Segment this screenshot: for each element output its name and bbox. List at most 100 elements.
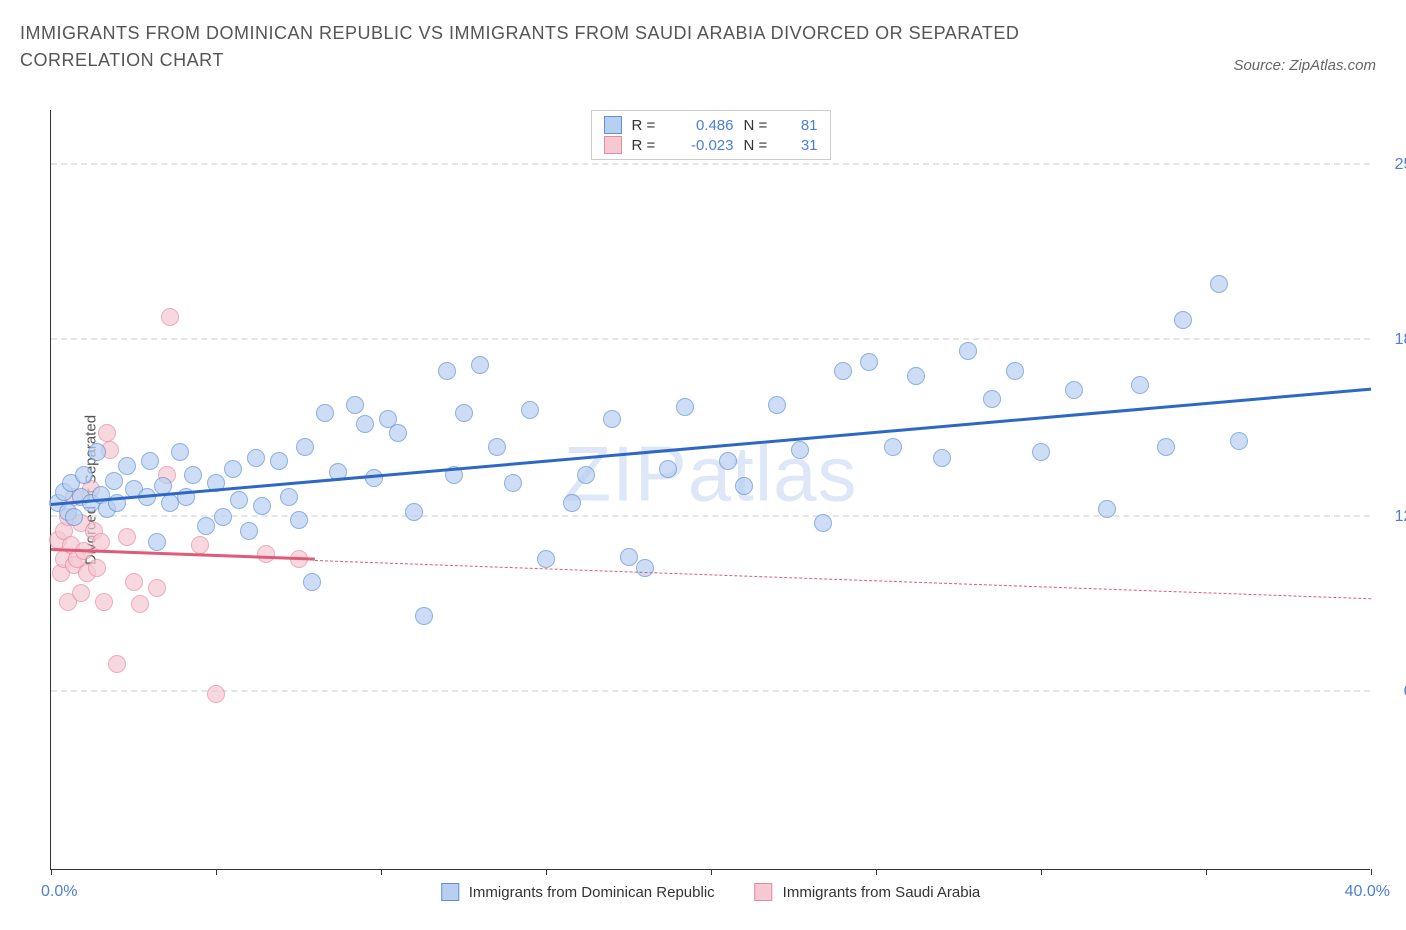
scatter-point-a [1174, 311, 1192, 329]
scatter-point-a [1065, 381, 1083, 399]
legend-swatch-a [604, 116, 622, 134]
x-tick [51, 869, 52, 875]
legend-swatch-a-icon [441, 883, 459, 901]
scatter-point-a [184, 466, 202, 484]
scatter-point-b [131, 595, 149, 613]
legend-n-value-a: 81 [790, 117, 818, 134]
scatter-point-a [676, 398, 694, 416]
scatter-point-a [415, 607, 433, 625]
source-label: Source: ZipAtlas.com [1233, 57, 1376, 74]
scatter-point-a [563, 494, 581, 512]
gridline [51, 690, 1370, 692]
scatter-point-a [438, 362, 456, 380]
x-tick [216, 869, 217, 875]
scatter-point-a [455, 404, 473, 422]
scatter-point-a [1157, 438, 1175, 456]
correlation-legend: R = 0.486 N = 81 R = -0.023 N = 31 [591, 110, 831, 160]
trendline-b-dashed [315, 560, 1371, 599]
scatter-point-a [253, 497, 271, 515]
scatter-point-a [88, 443, 106, 461]
x-tick [546, 869, 547, 875]
scatter-point-a [148, 533, 166, 551]
scatter-point-b [88, 559, 106, 577]
scatter-point-b [257, 545, 275, 563]
legend-row-series-a: R = 0.486 N = 81 [604, 115, 818, 135]
watermark: ZIPatlas [563, 429, 857, 520]
scatter-point-a [488, 438, 506, 456]
y-tick-label: 18.8% [1380, 331, 1406, 349]
scatter-point-a [719, 452, 737, 470]
scatter-point-a [577, 466, 595, 484]
scatter-point-a [247, 449, 265, 467]
gridline [51, 163, 1370, 165]
scatter-point-a [636, 559, 654, 577]
scatter-point-b [125, 573, 143, 591]
scatter-point-a [214, 508, 232, 526]
x-tick [876, 869, 877, 875]
scatter-point-a [240, 522, 258, 540]
legend-n-label-b: N = [744, 137, 780, 154]
scatter-point-a [1210, 275, 1228, 293]
scatter-point-a [1230, 432, 1248, 450]
scatter-point-b [207, 685, 225, 703]
legend-swatch-b-icon [755, 883, 773, 901]
scatter-point-a [389, 424, 407, 442]
scatter-point-a [537, 550, 555, 568]
scatter-point-a [230, 491, 248, 509]
legend-n-value-b: 31 [790, 137, 818, 154]
y-tick-label: 12.5% [1380, 508, 1406, 526]
scatter-point-a [834, 362, 852, 380]
bottom-legend-label-a: Immigrants from Dominican Republic [469, 884, 715, 901]
bottom-legend-item-a: Immigrants from Dominican Republic [441, 883, 715, 901]
bottom-legend: Immigrants from Dominican Republic Immig… [441, 883, 981, 901]
scatter-point-a [1131, 376, 1149, 394]
scatter-point-a [296, 438, 314, 456]
chart-plot-area: Divorced or Separated ZIPatlas R = 0.486… [50, 110, 1370, 870]
y-tick-label: 6.3% [1380, 683, 1406, 701]
x-tick [1206, 869, 1207, 875]
scatter-point-a [471, 356, 489, 374]
scatter-point-a [75, 466, 93, 484]
bottom-legend-label-b: Immigrants from Saudi Arabia [783, 884, 981, 901]
scatter-point-b [148, 579, 166, 597]
scatter-point-a [161, 494, 179, 512]
bottom-legend-item-b: Immigrants from Saudi Arabia [755, 883, 981, 901]
scatter-point-a [316, 404, 334, 422]
chart-title: IMMIGRANTS FROM DOMINICAN REPUBLIC VS IM… [20, 20, 1120, 74]
legend-n-label-a: N = [744, 117, 780, 134]
gridline [51, 338, 1370, 340]
scatter-point-a [280, 488, 298, 506]
scatter-point-a [959, 342, 977, 360]
scatter-point-a [983, 390, 1001, 408]
legend-swatch-b [604, 136, 622, 154]
scatter-point-a [356, 415, 374, 433]
scatter-point-a [105, 472, 123, 490]
legend-r-value-b: -0.023 [678, 137, 734, 154]
scatter-point-a [860, 353, 878, 371]
scatter-point-a [171, 443, 189, 461]
scatter-point-a [303, 573, 321, 591]
scatter-point-a [907, 367, 925, 385]
scatter-point-a [791, 441, 809, 459]
scatter-point-a [768, 396, 786, 414]
x-tick [1041, 869, 1042, 875]
scatter-point-a [521, 401, 539, 419]
scatter-point-a [884, 438, 902, 456]
x-tick [381, 869, 382, 875]
scatter-point-b [72, 584, 90, 602]
scatter-point-a [1006, 362, 1024, 380]
scatter-point-a [346, 396, 364, 414]
scatter-point-a [197, 517, 215, 535]
legend-row-series-b: R = -0.023 N = 31 [604, 135, 818, 155]
scatter-point-b [95, 593, 113, 611]
scatter-point-a [405, 503, 423, 521]
scatter-point-a [65, 508, 83, 526]
scatter-point-a [118, 457, 136, 475]
x-max-label: 40.0% [1345, 883, 1390, 901]
scatter-point-a [933, 449, 951, 467]
scatter-point-a [814, 514, 832, 532]
scatter-point-a [1032, 443, 1050, 461]
scatter-point-a [290, 511, 308, 529]
x-tick [1371, 869, 1372, 875]
scatter-point-a [224, 460, 242, 478]
